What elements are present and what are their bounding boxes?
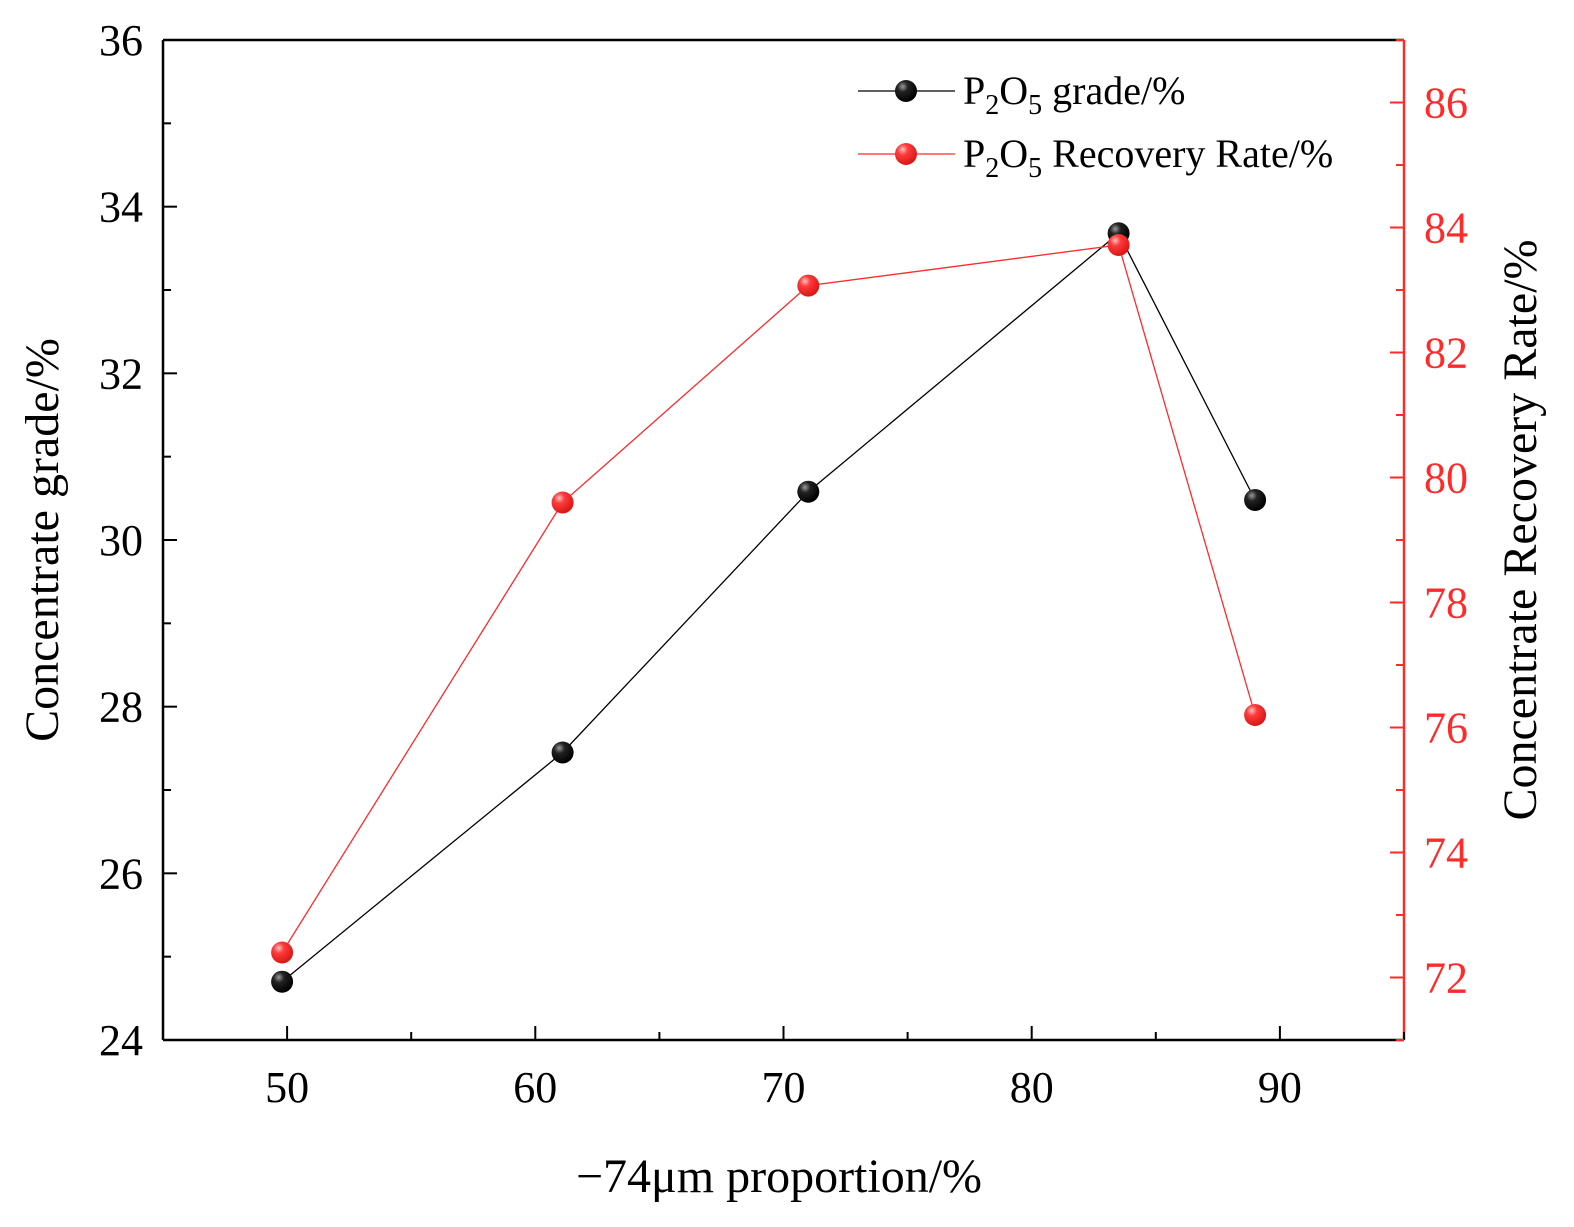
y-tick-label: 36 [99,16,143,65]
x-axis-title: −74μm proportion/% [576,1150,982,1203]
data-point-grade [551,741,574,764]
data-point-recovery [1244,704,1267,726]
y2-axis-title: Concentrate Recovery Rate/% [1494,239,1547,820]
legend-item-recovery: P2O5 Recovery Rate/% [858,131,1333,184]
series-layer [271,222,1267,993]
x-tick-label: 90 [1258,1063,1302,1112]
data-point-recovery [797,274,820,297]
y2-tick-label: 84 [1424,204,1468,253]
y-axis-title: Concentrate grade/% [16,338,69,742]
series-line-grade [281,232,1256,983]
y-tick-label: 30 [99,516,143,565]
data-point-grade [1244,489,1267,511]
y2-tick-label: 72 [1424,954,1468,1003]
y2-tick-label: 76 [1424,704,1468,753]
y-tick-label: 26 [99,849,143,898]
x-tick-label: 50 [265,1063,309,1112]
legend: P2O5 grade/% P2O5 Recovery Rate/% [858,68,1333,184]
y2-tick-label: 86 [1424,79,1468,128]
data-point-recovery [1107,234,1130,256]
legend-marker-grade [895,80,917,102]
data-point-grade [271,970,294,993]
y2-tick-label: 80 [1424,454,1468,503]
series-line-recovery [281,244,1256,953]
y2-tick-label: 82 [1424,329,1468,378]
data-point-recovery [551,491,574,514]
data-point-grade [797,480,820,503]
legend-label-grade: P2O5 grade/% [963,68,1185,121]
legend-marker-recovery [895,143,917,165]
data-point-recovery [271,941,294,964]
y-tick-label: 28 [99,683,143,732]
y2-tick-label: 74 [1424,829,1468,878]
y-tick-label: 34 [99,183,143,232]
legend-item-grade: P2O5 grade/% [858,68,1185,121]
axes: 50 60 70 80 90 24 26 28 30 32 34 36 72 74 76 78 80 82 84 86 [99,16,1468,1112]
x-tick-label: 70 [762,1063,806,1112]
legend-label-recovery: P2O5 Recovery Rate/% [963,131,1333,184]
y-tick-label: 32 [99,349,143,398]
x-tick-label: 80 [1010,1063,1054,1112]
y2-tick-label: 78 [1424,579,1468,628]
y-tick-label: 24 [99,1016,143,1065]
x-tick-label: 60 [513,1063,557,1112]
